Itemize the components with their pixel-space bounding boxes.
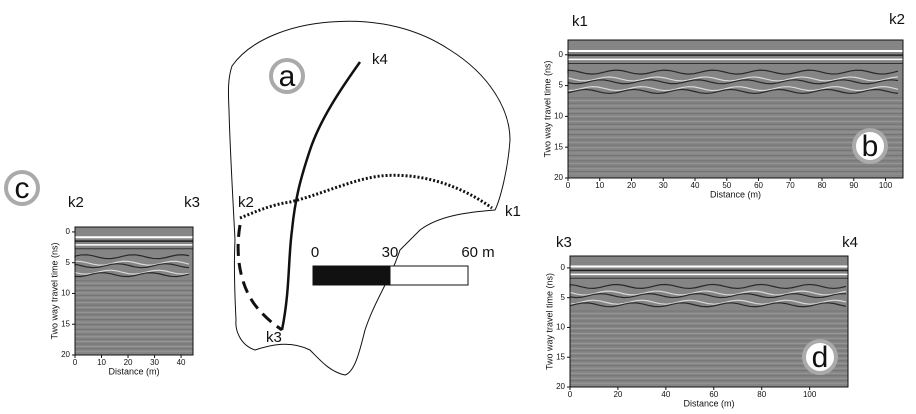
x-tick-label: 0 xyxy=(566,181,571,190)
profile-end-label: k1 xyxy=(572,13,588,30)
y-tick-label: 0 xyxy=(66,227,71,236)
panel-badge xyxy=(4,170,40,206)
y-tick-label: 20 xyxy=(61,350,70,359)
reflection xyxy=(569,302,847,308)
x-tick-label: 60 xyxy=(709,390,718,399)
reflection xyxy=(74,260,190,266)
point-label: k1 xyxy=(505,203,521,220)
y-tick-label: 0 xyxy=(561,263,566,272)
radargram xyxy=(568,40,903,178)
y-tick-label: 15 xyxy=(554,142,563,151)
x-tick-label: 0 xyxy=(73,358,78,367)
radargram xyxy=(75,227,193,355)
panel-badge xyxy=(852,128,888,164)
y-tick-label: 0 xyxy=(559,50,564,59)
reflection xyxy=(569,283,847,290)
profile-end-label: k4 xyxy=(842,234,858,251)
reflection xyxy=(567,69,899,75)
y-tick-label: 5 xyxy=(559,81,564,90)
scale-bar xyxy=(389,265,469,286)
reflection xyxy=(74,254,190,260)
y-tick-label: 10 xyxy=(556,323,565,332)
x-tick-label: 10 xyxy=(595,181,604,190)
x-tick-label: 40 xyxy=(691,181,700,190)
plot-frame xyxy=(569,255,849,388)
profile-end-label: k3 xyxy=(184,194,200,211)
panel-label: b xyxy=(862,130,879,163)
y-axis-label: Two way travel time (ns) xyxy=(544,273,554,370)
profile-line xyxy=(236,224,283,332)
x-tick-label: 40 xyxy=(177,358,186,367)
profile-line xyxy=(280,61,362,331)
profile-end-label: k3 xyxy=(556,234,572,251)
x-tick-label: 60 xyxy=(754,181,763,190)
x-tick-label: 20 xyxy=(627,181,636,190)
reflection xyxy=(569,299,847,305)
y-axis-label: Two way travel time (ns) xyxy=(49,242,59,339)
x-axis-label: Distance (m) xyxy=(683,398,734,408)
scale-label: 30 xyxy=(382,244,399,261)
panel-badge xyxy=(269,58,305,94)
reflection xyxy=(567,76,899,82)
panel-label: c xyxy=(15,172,30,205)
profile-end-label: k2 xyxy=(889,11,905,28)
x-tick-label: 70 xyxy=(786,181,795,190)
profile-end-label: k2 xyxy=(68,194,84,211)
reflection xyxy=(569,290,847,296)
reflection xyxy=(567,88,899,95)
y-tick-label: 20 xyxy=(556,382,565,391)
x-tick-label: 30 xyxy=(150,358,159,367)
point-label: k3 xyxy=(266,329,282,346)
y-tick-label: 10 xyxy=(554,112,563,121)
point-label: k2 xyxy=(238,194,254,211)
x-axis-label: Distance (m) xyxy=(108,366,159,376)
y-axis-label: Two way travel time (ns) xyxy=(542,60,552,157)
scale-label: 60 m xyxy=(461,244,494,261)
x-tick-label: 100 xyxy=(879,181,893,190)
x-tick-label: 0 xyxy=(568,390,573,399)
reflection xyxy=(74,263,190,269)
profile-line xyxy=(239,173,493,220)
panel-label: d xyxy=(812,341,829,374)
scale-bar xyxy=(312,265,391,286)
reflection xyxy=(569,293,847,299)
x-tick-label: 20 xyxy=(124,358,133,367)
reflection xyxy=(567,79,899,85)
x-tick-label: 40 xyxy=(661,390,670,399)
panel-label: a xyxy=(279,60,296,93)
point-label: k4 xyxy=(372,51,388,68)
x-tick-label: 20 xyxy=(613,390,622,399)
reflection xyxy=(567,86,899,92)
plot-frame xyxy=(567,39,904,179)
plot-frame xyxy=(74,226,194,356)
x-tick-label: 80 xyxy=(818,181,827,190)
x-tick-label: 80 xyxy=(757,390,766,399)
scale-label: 0 xyxy=(311,244,319,261)
map-outline xyxy=(227,20,511,376)
x-tick-label: 90 xyxy=(849,181,858,190)
x-tick-label: 30 xyxy=(659,181,668,190)
panel-badge xyxy=(802,339,838,375)
reflection xyxy=(74,269,190,275)
x-tick-label: 100 xyxy=(803,390,817,399)
y-tick-label: 15 xyxy=(556,352,565,361)
map: 0 30 60 m k4 k2 k1 k3 a xyxy=(227,20,521,376)
y-tick-label: 5 xyxy=(561,293,566,302)
x-axis-label: Distance (m) xyxy=(710,189,761,199)
y-tick-label: 15 xyxy=(61,319,70,328)
x-tick-label: 50 xyxy=(722,181,731,190)
y-tick-label: 10 xyxy=(61,289,70,298)
reflection xyxy=(74,272,190,278)
radargram-panel: 0 10 20 30 40 50 60 70 80 90 100 0 5 10 15 20 Distance (… xyxy=(542,11,905,199)
y-tick-label: 5 xyxy=(66,258,71,267)
y-tick-label: 20 xyxy=(554,173,563,182)
x-tick-label: 10 xyxy=(97,358,106,367)
